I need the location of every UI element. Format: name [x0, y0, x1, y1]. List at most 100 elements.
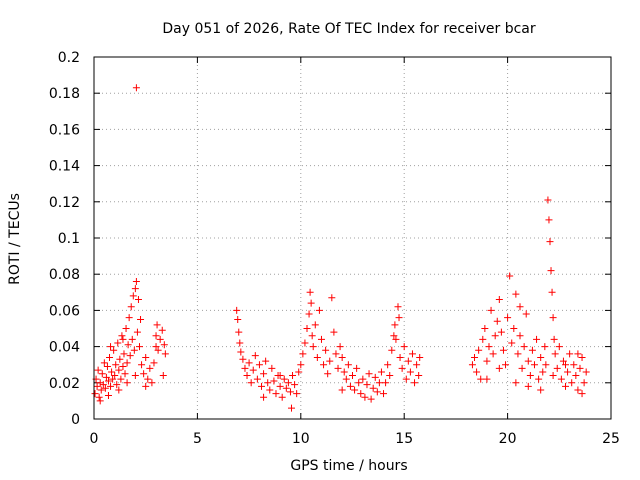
data-point-marker: [493, 317, 501, 325]
data-point-marker: [510, 325, 518, 332]
data-point-marker: [544, 196, 552, 204]
data-point-marker: [262, 357, 270, 365]
data-point-marker: [142, 353, 150, 361]
data-point-marker: [107, 382, 115, 390]
data-point-marker: [94, 366, 102, 374]
data-point-marker: [404, 357, 412, 365]
data-point-marker: [522, 310, 530, 318]
data-point-marker: [137, 315, 145, 323]
data-point-marker: [537, 386, 545, 394]
data-point-marker: [93, 382, 101, 390]
data-point-marker: [97, 386, 105, 394]
data-point-marker: [508, 339, 516, 347]
data-point-marker: [272, 390, 280, 398]
data-point-marker: [291, 381, 299, 389]
data-point-marker: [99, 381, 107, 389]
data-point-marker: [123, 359, 131, 367]
data-point-marker: [309, 343, 317, 351]
data-point-marker: [320, 361, 328, 369]
data-point-marker: [276, 382, 284, 390]
y-axis-ticks: 0 0.02 0.04 0.06 0.08 0.1 0.12 0.14 0.16 0.18 0.2: [49, 50, 611, 428]
data-point-marker: [576, 364, 584, 372]
data-point-marker: [495, 364, 503, 372]
data-point-marker: [297, 361, 305, 369]
data-point-marker: [150, 359, 158, 367]
data-point-marker: [115, 386, 123, 394]
y-tick-label: 0.02: [49, 376, 80, 392]
data-point-marker: [305, 310, 313, 318]
data-point-marker: [159, 372, 167, 380]
data-point-marker: [114, 339, 122, 347]
data-point-marker: [411, 379, 419, 387]
data-point-marker: [400, 343, 408, 351]
data-point-marker: [377, 368, 385, 376]
data-point-marker: [138, 361, 146, 369]
data-point-marker: [555, 343, 563, 351]
data-point-marker: [131, 372, 139, 380]
data-point-marker: [148, 379, 156, 387]
x-tick-label: 0: [90, 431, 99, 447]
data-point-marker: [396, 353, 404, 361]
grid-lines: [94, 57, 611, 419]
data-point-marker: [504, 314, 512, 322]
data-point-marker: [559, 357, 567, 365]
data-point-marker: [369, 384, 377, 392]
data-point-marker: [152, 332, 160, 340]
data-point-marker: [371, 373, 379, 381]
data-point-marker: [317, 335, 325, 343]
data-point-marker: [322, 346, 330, 354]
data-point-marker: [161, 350, 169, 358]
data-point-marker: [528, 346, 536, 354]
data-point-marker: [547, 267, 555, 275]
y-tick-label: 0.08: [49, 267, 80, 283]
data-point-marker: [483, 375, 491, 383]
data-point-marker: [406, 368, 414, 376]
data-point-marker: [373, 388, 381, 396]
data-point-marker: [572, 372, 580, 380]
data-point-marker: [113, 381, 121, 389]
chart-title: Day 051 of 2026, Rate Of TEC Index for r…: [162, 21, 536, 37]
data-point-marker: [326, 357, 334, 365]
data-point-marker: [380, 390, 388, 398]
data-point-marker: [152, 343, 160, 351]
data-point-marker: [324, 370, 332, 378]
data-point-marker: [286, 388, 294, 396]
y-tick-label: 0.16: [49, 122, 80, 138]
data-point-marker: [118, 332, 126, 340]
data-point-marker: [284, 379, 292, 387]
data-point-marker: [566, 350, 574, 358]
data-point-marker: [542, 361, 550, 369]
data-point-marker: [537, 353, 545, 361]
data-point-marker: [153, 321, 161, 329]
data-point-marker: [535, 375, 543, 383]
data-point-marker: [477, 375, 485, 383]
data-point-marker: [104, 391, 112, 399]
data-point-marker: [518, 364, 526, 372]
data-point-marker: [353, 364, 361, 372]
data-point-marker: [483, 357, 491, 365]
data-point-marker: [133, 328, 141, 336]
data-point-marker: [574, 350, 582, 358]
y-tick-label: 0.12: [49, 195, 80, 211]
data-point-marker: [299, 350, 307, 358]
data-point-marker: [303, 325, 311, 332]
data-point-marker: [131, 285, 139, 293]
data-point-marker: [116, 355, 124, 363]
data-point-marker: [307, 299, 315, 307]
data-point-marker: [541, 343, 549, 351]
data-point-marker: [499, 346, 507, 354]
data-point-marker: [549, 372, 557, 380]
data-point-marker: [311, 321, 319, 329]
data-point-marker: [122, 325, 130, 332]
data-point-marker: [260, 393, 268, 401]
data-point-marker: [102, 373, 110, 381]
data-point-marker: [562, 382, 570, 390]
data-point-marker: [313, 353, 321, 361]
data-point-marker: [109, 375, 117, 383]
data-point-marker: [570, 361, 578, 369]
data-point-marker: [120, 350, 128, 358]
data-point-marker: [103, 363, 111, 371]
data-point-marker: [398, 364, 406, 372]
data-point-marker: [91, 390, 99, 398]
data-point-marker: [386, 372, 394, 380]
